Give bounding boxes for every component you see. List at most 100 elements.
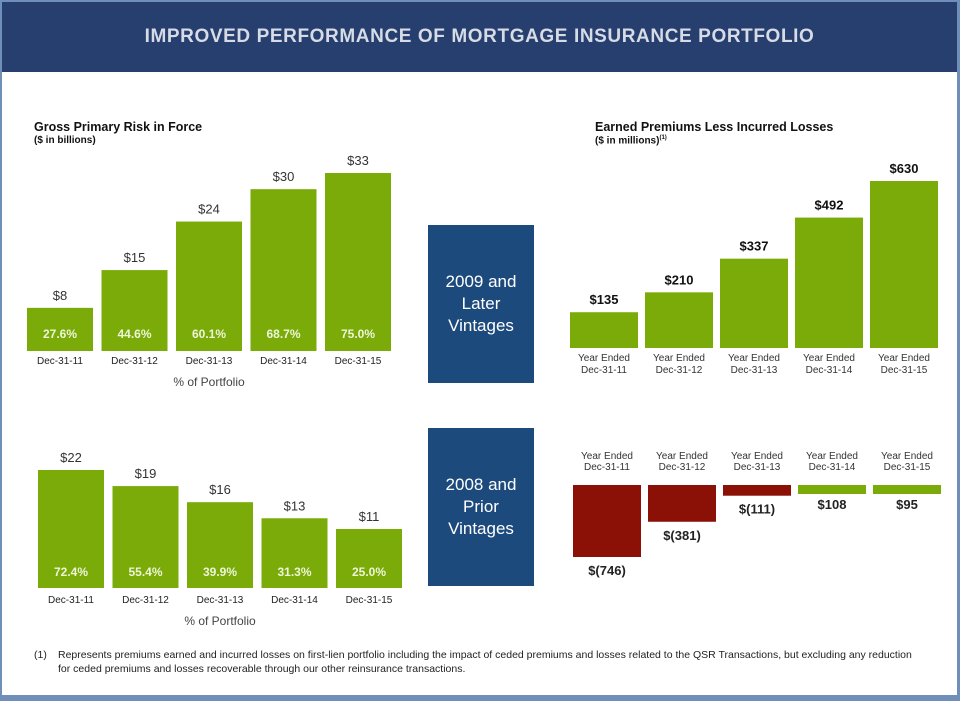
bar: [798, 485, 866, 494]
right-chart-subtitle-text: ($ in millions): [595, 135, 660, 147]
bar: [38, 470, 104, 588]
tick-label: Dec-31-12: [111, 356, 158, 367]
data-label: $24: [198, 202, 220, 217]
bar: [648, 485, 716, 522]
vintage-prior-line: Vintages: [448, 519, 514, 538]
footnote-text: Represents premiums earned and incurred …: [58, 649, 912, 675]
bar: [870, 181, 938, 348]
axis-label: % of Portfolio: [184, 614, 256, 628]
inner-label: 39.9%: [203, 565, 237, 579]
vintage-prior-line: 2008 and: [445, 475, 517, 494]
left-chart-subtitle: ($ in billions): [34, 135, 96, 146]
data-label: $30: [273, 169, 295, 184]
footnote-marker: (1): [659, 135, 667, 141]
tick-label: Dec-31-14: [809, 462, 856, 473]
vintage-later-line: Vintages: [448, 316, 514, 335]
tick-label: Dec-31-13: [731, 365, 778, 376]
inner-label: 68.7%: [266, 327, 300, 341]
inner-label: 31.3%: [277, 565, 311, 579]
bar: [336, 529, 402, 588]
data-label: $108: [818, 497, 847, 512]
bar: [176, 221, 242, 351]
header-bar: IMPROVED PERFORMANCE OF MORTGAGE INSURAN…: [2, 2, 957, 72]
data-label: $(746): [588, 563, 626, 578]
tick-label: Dec-31-13: [734, 462, 781, 473]
axis-label: % of Portfolio: [173, 375, 245, 389]
data-label: $19: [135, 466, 157, 481]
bar: [27, 307, 93, 351]
vintage-box-later: 2009 and Later Vintages: [428, 225, 534, 383]
inner-label: 25.0%: [352, 565, 386, 579]
bar: [873, 485, 941, 494]
tick-label: Dec-31-12: [656, 365, 703, 376]
footnote: (1) Represents premiums earned and incur…: [34, 648, 924, 676]
data-label: $8: [53, 288, 67, 303]
bar: [187, 502, 253, 588]
vintage-later-line: 2009 and: [445, 272, 517, 291]
tick-label: Year Ended: [806, 451, 858, 462]
data-label: $(111): [739, 502, 775, 517]
bar: [720, 258, 788, 348]
vintage-later-line: Later: [461, 294, 501, 313]
data-label: $492: [815, 198, 844, 213]
tick-label: Year Ended: [728, 353, 780, 364]
tick-label: Year Ended: [656, 451, 708, 462]
tick-label: Dec-31-13: [186, 356, 233, 367]
tick-label: Year Ended: [881, 451, 933, 462]
tick-label: Year Ended: [803, 353, 855, 364]
tick-label: Year Ended: [581, 451, 633, 462]
tick-label: Year Ended: [731, 451, 783, 462]
data-label: $210: [665, 272, 694, 287]
data-label: $(381): [663, 528, 701, 543]
bar: [101, 270, 168, 351]
bar: [112, 486, 179, 588]
right-chart-title: Earned Premiums Less Incurred Losses: [595, 120, 834, 134]
vintage-prior-line: Prior: [463, 497, 499, 516]
bar: [645, 292, 713, 348]
data-label: $22: [60, 450, 82, 465]
data-label: $95: [896, 497, 918, 512]
inner-label: 72.4%: [54, 565, 88, 579]
left-chart-title: Gross Primary Risk in Force: [34, 120, 203, 134]
data-label: $630: [890, 161, 919, 176]
tick-label: Year Ended: [878, 353, 930, 364]
bar: [261, 518, 328, 588]
inner-label: 44.6%: [117, 327, 151, 341]
tick-label: Dec-31-14: [271, 595, 318, 606]
tick-label: Dec-31-14: [260, 356, 307, 367]
data-label: $13: [284, 498, 306, 513]
right-chart-subtitle: ($ in millions)(1): [595, 135, 667, 146]
vintage-box-prior: 2008 and Prior Vintages: [428, 428, 534, 586]
tick-label: Dec-31-11: [581, 365, 627, 376]
bar: [570, 312, 638, 348]
bar: [573, 485, 641, 557]
data-label: $337: [740, 239, 769, 254]
footnote-number: (1): [34, 649, 47, 661]
data-label: $15: [124, 250, 146, 265]
tick-label: Dec-31-11: [37, 356, 83, 367]
tick-label: Dec-31-13: [197, 595, 244, 606]
tick-label: Dec-31-15: [335, 356, 382, 367]
tick-label: Dec-31-12: [659, 462, 706, 473]
data-label: $11: [359, 509, 380, 524]
bar: [723, 485, 791, 496]
tick-label: Dec-31-15: [346, 595, 393, 606]
page-title: IMPROVED PERFORMANCE OF MORTGAGE INSURAN…: [144, 26, 815, 47]
bar: [250, 189, 317, 351]
tick-label: Dec-31-11: [48, 595, 94, 606]
tick-label: Year Ended: [653, 353, 705, 364]
inner-label: 60.1%: [192, 327, 226, 341]
inner-label: 75.0%: [341, 327, 375, 341]
tick-label: Dec-31-15: [884, 462, 931, 473]
inner-label: 27.6%: [43, 327, 77, 341]
data-label: $135: [590, 292, 619, 307]
tick-label: Dec-31-12: [122, 595, 169, 606]
data-label: $16: [209, 482, 231, 497]
bar: [795, 217, 863, 348]
tick-label: Dec-31-11: [584, 462, 630, 473]
tick-label: Year Ended: [578, 353, 630, 364]
bar: [325, 173, 391, 351]
data-label: $33: [347, 153, 369, 168]
